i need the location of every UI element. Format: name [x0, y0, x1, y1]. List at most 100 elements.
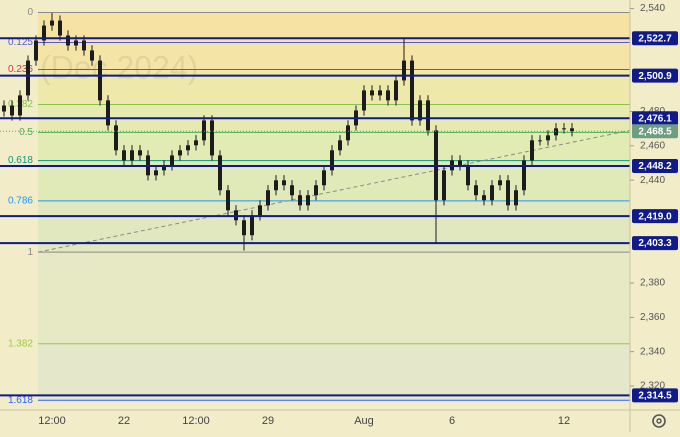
level-label: 2,419.0	[638, 211, 672, 222]
fib-band	[38, 42, 630, 70]
candle-body	[426, 100, 430, 131]
level-label: 2,476.1	[638, 113, 672, 124]
level-label: 2,314.5	[638, 391, 672, 402]
candle-body	[418, 100, 422, 121]
watermark: (Dec 2024)	[40, 49, 198, 85]
x-tick-label: 22	[118, 415, 130, 427]
candle-body	[546, 135, 550, 141]
candle-body	[282, 180, 286, 186]
level-label: 2,448.2	[638, 161, 672, 172]
candle-body	[538, 140, 542, 142]
candle-body	[178, 150, 182, 156]
y-tick-label: 2,360	[640, 312, 665, 323]
candle-body	[170, 155, 174, 166]
candle-body	[98, 60, 102, 101]
candle-body	[570, 128, 574, 132]
candle-body	[218, 155, 222, 191]
candle-body	[346, 125, 350, 141]
fib-band	[38, 252, 630, 344]
candle-body	[306, 195, 310, 206]
candle-body	[274, 180, 278, 191]
candle-body	[26, 60, 30, 96]
fib-label: 0.5	[19, 127, 33, 138]
level-box	[632, 159, 678, 174]
candle-body	[474, 185, 478, 196]
candle-body	[130, 150, 134, 161]
candle-body	[266, 190, 270, 206]
y-tick-label: 2,460	[640, 140, 665, 151]
candle-body	[82, 40, 86, 51]
level-box	[632, 388, 678, 403]
candle-body	[58, 20, 62, 36]
candle-body	[42, 25, 46, 41]
gear-icon	[652, 414, 666, 428]
candle-body	[442, 170, 446, 201]
level-label: 2,500.9	[638, 71, 672, 82]
y-tick-label: 2,540	[640, 3, 665, 14]
candle-body	[562, 128, 566, 130]
candle-body	[482, 195, 486, 201]
fib-label: 1.618	[8, 395, 33, 406]
x-tick-label: 12:00	[182, 415, 210, 427]
x-tick-label: Aug	[354, 415, 374, 427]
candle-body	[530, 140, 534, 161]
candle-body	[226, 190, 230, 211]
fib-label: 1	[27, 247, 33, 258]
candle-body	[138, 150, 142, 156]
candle-body	[10, 105, 14, 116]
x-tick-label: 12:00	[38, 415, 66, 427]
candle-body	[506, 180, 510, 206]
level-box	[632, 111, 678, 126]
fib-label: 0.236	[8, 64, 33, 75]
candle-body	[18, 95, 22, 116]
candle-body	[314, 185, 318, 196]
candle-body	[290, 185, 294, 196]
settings-button[interactable]	[652, 414, 666, 428]
level-box	[632, 236, 678, 251]
candle-body	[162, 165, 166, 171]
candle-body	[154, 170, 158, 176]
candle-body	[90, 50, 94, 61]
fib-label: 0.786	[8, 196, 33, 207]
candle-body	[210, 120, 214, 156]
candle-body	[514, 190, 518, 206]
candle-body	[458, 160, 462, 166]
candle-body	[410, 60, 414, 121]
level-box	[632, 68, 678, 83]
candle-body	[362, 90, 366, 111]
candle-body	[114, 125, 118, 151]
trend-line	[37, 129, 631, 253]
fib-label: 0.618	[8, 155, 33, 166]
candle-body	[194, 140, 198, 146]
fib-label: 0	[27, 7, 33, 18]
candle-body	[258, 205, 262, 216]
candle-body	[66, 35, 70, 46]
fib-label: 1.382	[8, 338, 33, 349]
last-price-label: 2,468.5	[638, 126, 672, 137]
candle-body	[122, 150, 126, 161]
y-tick-label: 2,440	[640, 175, 665, 186]
candle-body	[34, 40, 38, 61]
candle-body	[490, 185, 494, 201]
candle-body	[498, 180, 502, 186]
candle-body	[298, 195, 302, 206]
fib-band	[38, 343, 630, 401]
candle-body	[378, 90, 382, 96]
candle-body	[2, 105, 6, 112]
candle-body	[242, 220, 246, 236]
candle-body	[394, 80, 398, 101]
x-tick-label: 29	[262, 415, 274, 427]
candle-body	[50, 20, 54, 26]
fib-label: 0.125	[8, 37, 33, 48]
fib-band	[38, 200, 630, 253]
candle-body	[106, 100, 110, 126]
candle-body	[322, 170, 326, 186]
gear-icon	[656, 418, 662, 424]
y-tick-label: 2,320	[640, 381, 665, 392]
candle-body	[338, 140, 342, 151]
candle-body	[386, 90, 390, 101]
candle-body	[402, 60, 406, 81]
candle-body	[330, 150, 334, 171]
